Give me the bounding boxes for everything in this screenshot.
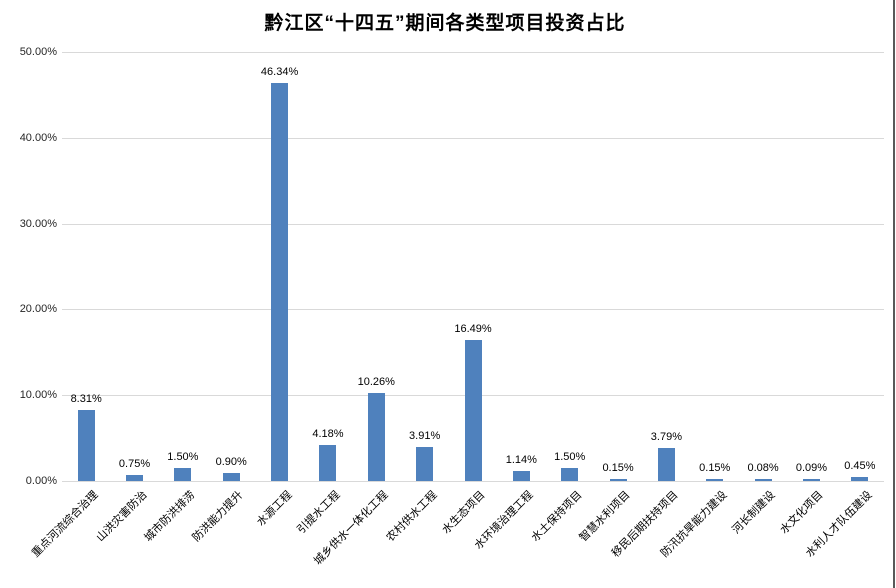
y-axis-tick-label: 40.00% <box>19 131 57 144</box>
bar-value-label: 1.14% <box>505 454 537 467</box>
y-axis-tick-label: 20.00% <box>19 303 57 316</box>
bar-value-label: 0.45% <box>844 460 876 473</box>
x-axis-label: 水文化项目 <box>778 489 826 537</box>
bar <box>77 409 95 481</box>
bar <box>174 468 192 481</box>
x-axis-label: 水土保持项目 <box>529 489 585 545</box>
x-axis-label: 引提水工程 <box>295 489 343 537</box>
bar-value-label: 0.15% <box>699 462 731 474</box>
x-axis-label: 农村供水工程 <box>383 489 440 545</box>
bar <box>319 445 337 481</box>
bar-value-label: 0.09% <box>795 462 828 474</box>
gridline <box>62 52 884 53</box>
x-axis-label: 城市防洪排涝 <box>142 489 198 545</box>
bar-value-label: 1.50% <box>167 451 199 464</box>
bar-value-label: 0.15% <box>602 462 634 474</box>
bar <box>657 448 675 481</box>
gridline <box>62 309 884 311</box>
bar <box>706 479 724 481</box>
bar <box>416 447 434 481</box>
bar <box>367 392 385 481</box>
gridline <box>62 481 884 482</box>
bar-value-label: 3.79% <box>650 431 682 444</box>
y-axis-tick-label: 0.00% <box>25 475 57 487</box>
gridline <box>62 137 884 139</box>
y-axis-tick-label: 50.00% <box>19 46 57 58</box>
window-right-border <box>893 0 895 588</box>
y-axis-tick-label: 30.00% <box>19 217 57 230</box>
bar-value-label: 0.08% <box>747 462 779 474</box>
bar <box>464 339 482 481</box>
bar-value-label: 16.49% <box>454 322 492 335</box>
bar <box>512 471 530 481</box>
bar-value-label: 3.91% <box>409 430 441 443</box>
bar-value-label: 0.75% <box>118 457 151 470</box>
bar <box>609 479 627 481</box>
x-axis-label: 防洪能力提升 <box>190 489 246 545</box>
x-axis-label: 河长制建设 <box>730 489 778 537</box>
x-axis-label: 山洪灾害防治 <box>93 489 150 545</box>
bar-value-label: 1.50% <box>554 451 586 464</box>
bar-value-label: 0.90% <box>215 456 247 469</box>
bar-value-label: 8.31% <box>70 392 102 405</box>
chart-title: 黔江区“十四五”期间各类型项目投资占比 <box>264 13 626 34</box>
bar <box>802 479 820 481</box>
gridline <box>62 223 884 225</box>
bar <box>561 468 579 481</box>
x-axis-label: 重点河流综合治理 <box>29 489 101 560</box>
bar <box>222 473 240 481</box>
bar-value-label: 4.18% <box>312 428 344 441</box>
bar <box>126 474 144 481</box>
bar-value-label: 46.34% <box>260 66 299 79</box>
x-axis-label: 水生态项目 <box>440 489 488 537</box>
bar <box>271 83 289 481</box>
bar-value-label: 10.26% <box>357 375 395 388</box>
y-axis-tick-label: 10.00% <box>19 389 57 402</box>
x-axis-label: 水源工程 <box>254 489 295 529</box>
bar <box>851 477 869 481</box>
bar <box>754 479 772 481</box>
